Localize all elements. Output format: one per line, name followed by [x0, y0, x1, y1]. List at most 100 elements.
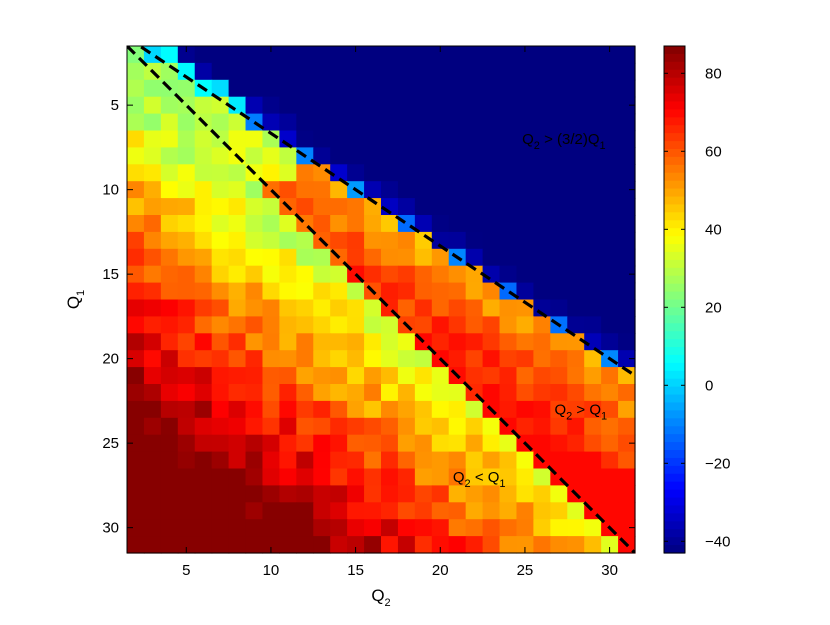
heatmap-cell: [262, 46, 280, 64]
heatmap-cell: [499, 451, 518, 470]
heatmap-cell: [364, 468, 382, 486]
heatmap-cell: [465, 282, 484, 301]
heatmap-cell: [397, 46, 416, 64]
heatmap-cell: [262, 367, 280, 385]
heatmap-cell: [194, 400, 213, 419]
heatmap-cell: [567, 434, 585, 453]
colorbar-band: [664, 275, 685, 285]
heatmap-cell: [381, 282, 399, 301]
heatmap-cell: [516, 62, 534, 81]
heatmap-cell: [601, 485, 619, 503]
heatmap-cell: [465, 181, 484, 199]
heatmap-cell: [584, 536, 602, 554]
heatmap-cell: [601, 164, 619, 182]
heatmap-cell: [160, 434, 179, 453]
heatmap-cell: [228, 215, 247, 233]
heatmap-cell: [330, 62, 348, 81]
colorbar-band: [664, 347, 685, 356]
x-axis-label: Q2: [371, 586, 390, 609]
heatmap-cell: [143, 502, 162, 520]
heatmap-cell: [414, 198, 433, 216]
heatmap-cell: [177, 451, 196, 470]
heatmap-cell: [618, 316, 636, 334]
heatmap-cell: [516, 384, 534, 402]
heatmap-cell: [160, 113, 179, 132]
heatmap-cell: [194, 333, 213, 351]
heatmap-cell: [194, 164, 213, 182]
heatmap-cell: [448, 282, 467, 301]
heatmap-cell: [127, 468, 145, 486]
colorbar-band: [664, 85, 685, 95]
colorbar-band: [664, 394, 685, 404]
heatmap-cell: [364, 130, 382, 148]
colorbar-band: [664, 497, 685, 507]
heatmap-cell: [584, 62, 602, 81]
heatmap-cell: [364, 502, 382, 520]
heatmap-cell: [431, 79, 450, 98]
heatmap-cell: [296, 265, 314, 284]
colorbar-band: [664, 180, 685, 190]
heatmap-cell: [279, 417, 297, 436]
heatmap-cell: [533, 147, 551, 165]
heatmap-cell: [330, 536, 348, 554]
heatmap-cell: [414, 62, 433, 81]
heatmap-cell: [431, 248, 450, 267]
heatmap-cell: [313, 468, 331, 486]
heatmap-cell: [533, 536, 551, 554]
heatmap-cell: [313, 79, 331, 98]
heatmap-cell: [567, 248, 585, 267]
heatmap-cell: [143, 113, 162, 132]
heatmap-cell: [584, 181, 602, 199]
heatmap-cell: [448, 502, 467, 520]
heatmap-cell: [330, 79, 348, 98]
heatmap-cell: [465, 96, 484, 115]
heatmap-cell: [313, 265, 331, 284]
colorbar-band: [664, 545, 685, 554]
heatmap-cell: [397, 299, 416, 317]
heatmap-cell: [296, 130, 314, 148]
heatmap-cell: [414, 485, 433, 503]
heatmap-cell: [414, 130, 433, 148]
heatmap-cell: [330, 147, 348, 165]
heatmap-cell: [177, 248, 196, 267]
heatmap-cell: [245, 113, 264, 132]
heatmap-cell: [245, 485, 264, 503]
heatmap-cell: [177, 400, 196, 419]
heatmap-cell: [127, 384, 145, 402]
heatmap-cell: [381, 502, 399, 520]
heatmap-cell: [516, 265, 534, 284]
heatmap-cell: [499, 215, 518, 233]
heatmap-cell: [550, 333, 568, 351]
heatmap-cell: [584, 417, 602, 436]
heatmap-cell: [482, 164, 501, 182]
heatmap-cell: [177, 299, 196, 317]
heatmap-cell: [143, 451, 162, 470]
heatmap-cell: [618, 265, 636, 284]
heatmap-cell: [584, 316, 602, 334]
heatmap-cell: [296, 96, 314, 115]
heatmap-cell: [618, 434, 636, 453]
heatmap-cell: [465, 350, 484, 368]
heatmap-cell: [127, 181, 145, 199]
heatmap-cell: [516, 215, 534, 233]
heatmap-cell: [567, 130, 585, 148]
heatmap-cell: [228, 400, 247, 419]
heatmap-cell: [533, 113, 551, 132]
colorbar-band: [664, 354, 685, 364]
heatmap-cell: [397, 384, 416, 402]
heatmap-cell: [330, 113, 348, 132]
heatmap-cell: [381, 536, 399, 554]
heatmap-cell: [567, 536, 585, 554]
heatmap-cell: [533, 502, 551, 520]
heatmap-cell: [330, 299, 348, 317]
heatmap-cell: [228, 113, 247, 132]
heatmap-cell: [194, 384, 213, 402]
heatmap-cell: [618, 468, 636, 486]
heatmap-cell: [279, 519, 297, 537]
heatmap-cell: [364, 46, 382, 64]
heatmap-cell: [160, 181, 179, 199]
heatmap-cell: [550, 62, 568, 81]
heatmap-cell: [211, 62, 230, 81]
heatmap-cell: [245, 384, 264, 402]
heatmap-cell: [516, 502, 534, 520]
